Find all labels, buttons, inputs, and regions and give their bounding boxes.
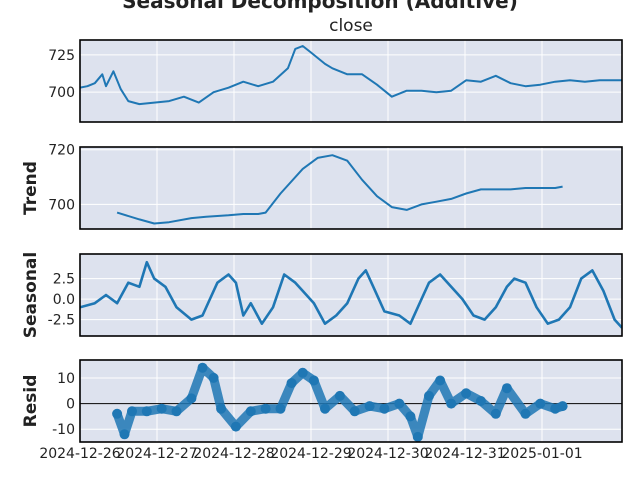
resid-point — [197, 362, 208, 373]
resid-ytick-label: 10 — [57, 371, 75, 387]
resid-point — [141, 406, 152, 417]
resid-point — [461, 388, 472, 399]
resid-point — [230, 421, 241, 432]
resid-point — [171, 406, 182, 417]
resid-point — [446, 398, 457, 409]
resid-point — [405, 411, 416, 422]
resid-point — [490, 408, 501, 419]
resid-point — [112, 408, 123, 419]
resid-point — [275, 403, 286, 414]
xtick-label: 2024-12-30 — [347, 446, 428, 462]
panel-seasonal: -2.5 0.0 2.5 Seasonal — [21, 252, 623, 338]
xtick-label: 2024-12-29 — [270, 446, 351, 462]
trend-ytick-label: 720 — [48, 143, 75, 159]
trend-frame — [79, 146, 623, 230]
seasonal-series — [80, 260, 622, 329]
resid-frame — [79, 359, 623, 443]
xtick-label: 2024-12-26 — [39, 446, 120, 462]
resid-point — [334, 390, 345, 401]
resid-point — [297, 367, 308, 378]
resid-point — [520, 408, 531, 419]
seasonal-frame — [79, 253, 623, 337]
resid-series — [112, 362, 568, 442]
resid-point — [394, 398, 405, 409]
resid-point — [286, 378, 297, 389]
seasonal-line — [80, 260, 622, 329]
resid-point — [216, 403, 227, 414]
resid-point — [119, 429, 130, 440]
resid-ylabel: Resid — [21, 375, 41, 428]
resid-point — [260, 403, 271, 414]
panel-observed: 700 725 — [48, 39, 623, 123]
resid-point — [308, 375, 319, 386]
resid-point — [156, 403, 167, 414]
observed-line — [80, 45, 622, 106]
resid-point — [435, 375, 446, 386]
xtick-label: 2024-12-31 — [424, 446, 505, 462]
resid-point — [127, 406, 137, 417]
panel-trend: 700 720 Trend — [21, 143, 623, 230]
seasonal-ylabel: Seasonal — [21, 252, 41, 338]
resid-point — [320, 403, 330, 414]
observed-frame — [79, 39, 623, 123]
xtick-label: 2024-12-28 — [193, 446, 274, 462]
figure-subtitle: close — [329, 16, 373, 36]
x-axis-ticks: 2024-12-262024-12-272024-12-282024-12-29… — [39, 446, 582, 462]
resid-point — [186, 393, 197, 404]
trend-line — [116, 154, 563, 225]
observed-plot-area — [80, 40, 622, 122]
observed-series — [80, 45, 622, 106]
resid-point — [557, 401, 568, 412]
resid-ytick-label: -10 — [52, 422, 75, 438]
panel-resid: -10 0 10 Resid — [21, 359, 623, 443]
resid-point — [208, 372, 219, 383]
resid-point — [424, 390, 434, 401]
resid-ytick-label: 0 — [66, 397, 75, 413]
resid-point — [475, 396, 486, 406]
xtick-label: 2024-12-27 — [116, 446, 197, 462]
seasonal-ytick-label: 0.0 — [53, 292, 75, 308]
resid-point — [412, 431, 423, 442]
observed-ytick-label: 700 — [48, 85, 75, 101]
resid-point — [379, 403, 390, 414]
trend-series — [116, 154, 563, 225]
figure-suptitle: Seasonal Decomposition (Additive) — [122, 0, 518, 13]
trend-ylabel: Trend — [21, 161, 41, 215]
resid-point — [245, 406, 256, 417]
trend-ytick-label: 700 — [48, 197, 75, 213]
seasonal-ytick-label: -2.5 — [48, 313, 75, 329]
seasonal-ytick-label: 2.5 — [53, 272, 75, 288]
observed-ytick-label: 725 — [48, 48, 75, 64]
resid-point — [501, 383, 512, 394]
resid-point — [364, 401, 375, 412]
xtick-label: 2025-01-01 — [501, 446, 582, 462]
resid-point — [535, 398, 546, 409]
resid-point — [349, 406, 360, 417]
